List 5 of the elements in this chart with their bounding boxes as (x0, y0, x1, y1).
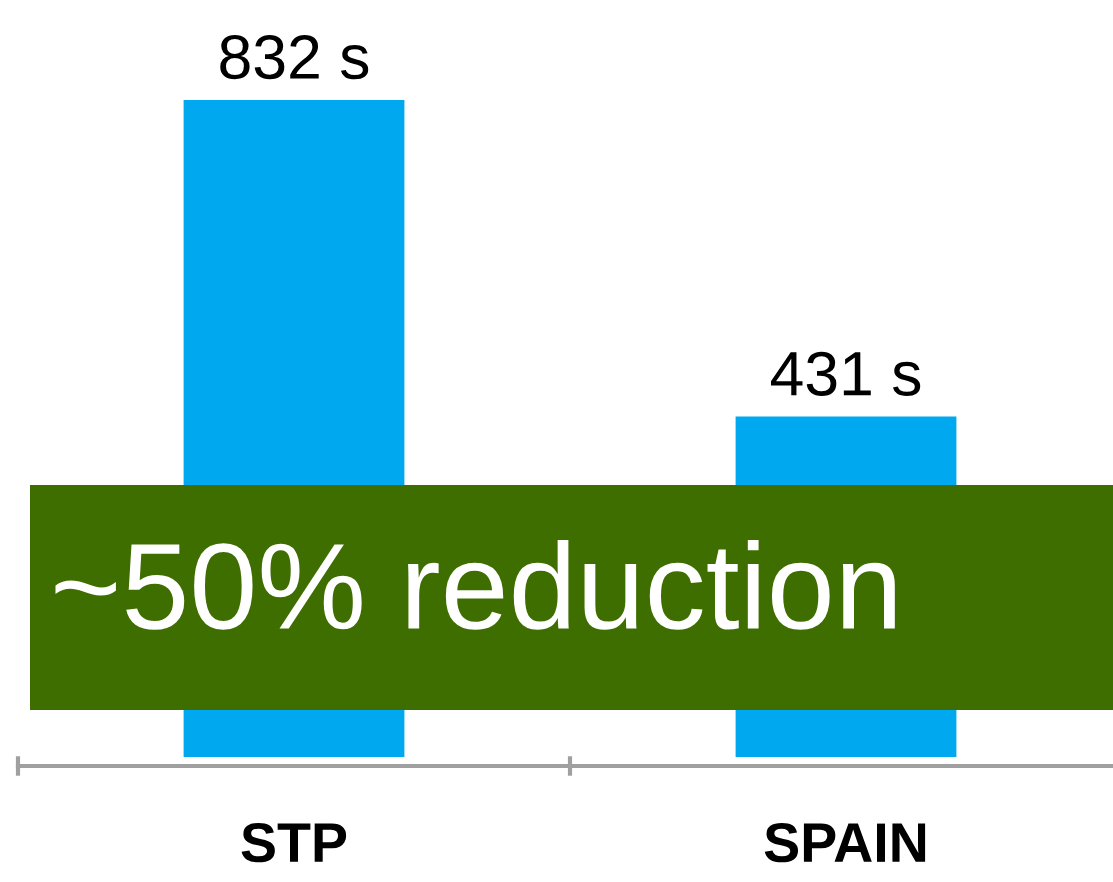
data-label: 832 s (220, 34, 369, 80)
x-tick-label: STP (241, 823, 347, 863)
x-tick-label: SPAIN (764, 823, 926, 863)
annotation: ~50% reduction (55, 540, 895, 630)
data-label: 431 s (771, 351, 921, 396)
